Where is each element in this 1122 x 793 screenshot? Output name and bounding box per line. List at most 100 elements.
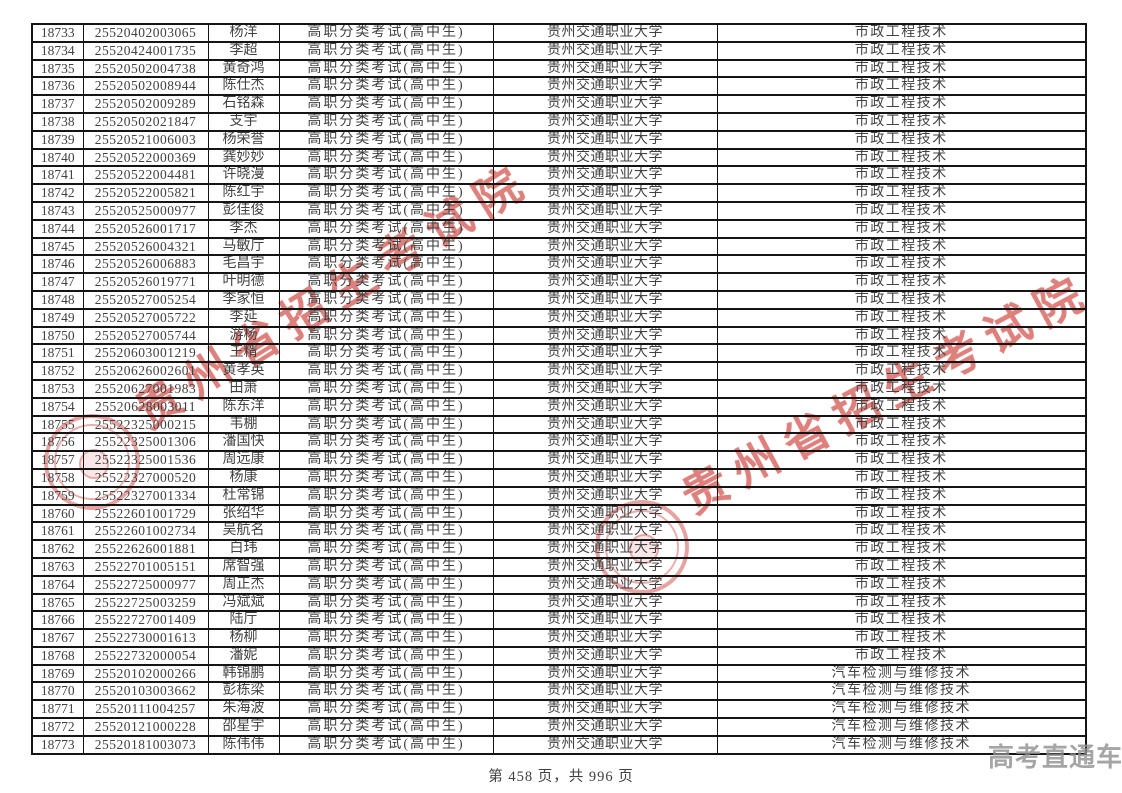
seq-cell: 18734 xyxy=(31,40,84,61)
major-cell: 市政工程技术 xyxy=(716,183,1087,203)
exam-type-cell: 高职分类考试(高中生) xyxy=(278,58,494,79)
exam-type-cell: 高职分类考试(高中生) xyxy=(278,503,494,524)
table-row: 18761 25522601002734 吴航名 高职分类考试(高中生) 贵州交通职业大… xyxy=(31,521,1087,542)
seq-cell: 18738 xyxy=(31,111,84,132)
exam-type-cell: 高职分类考试(高中生) xyxy=(278,556,494,577)
seq-cell: 18759 xyxy=(31,485,84,506)
major-cell: 汽车检测与维修技术 xyxy=(716,699,1087,720)
exam-type-cell: 高职分类考试(高中生) xyxy=(278,40,494,61)
table-row: 18770 25520103003662 彭栋梁 高职分类考试(高中生) 贵州交通职业大… xyxy=(31,681,1087,702)
name-cell: 陈东洋 xyxy=(207,396,280,417)
seq-cell: 18737 xyxy=(31,94,84,114)
college-cell: 贵州交通职业大学 xyxy=(492,165,718,186)
name-cell: 陈红宇 xyxy=(207,183,280,203)
college-cell: 贵州交通职业大学 xyxy=(492,183,718,203)
exam-type-cell: 高职分类考试(高中生) xyxy=(278,111,494,132)
major-cell: 市政工程技术 xyxy=(716,307,1087,328)
name-cell: 朱海波 xyxy=(207,699,280,720)
seq-cell: 18768 xyxy=(31,645,84,666)
name-cell: 冯斌斌 xyxy=(207,592,280,613)
table-row: 18753 25520627001983 田萧 高职分类考试(高中生) 贵州交通职业大学… xyxy=(31,378,1087,399)
college-cell: 贵州交通职业大学 xyxy=(492,147,718,168)
college-cell: 贵州交通职业大学 xyxy=(492,218,718,239)
exam-type-cell: 高职分类考试(高中生) xyxy=(278,717,494,737)
college-cell: 贵州交通职业大学 xyxy=(492,236,718,257)
major-cell: 汽车检测与维修技术 xyxy=(716,734,1087,755)
table-row: 18769 25520102000266 韩锦鹏 高职分类考试(高中生) 贵州交通职业大… xyxy=(31,663,1087,684)
table-row: 18744 25520526001717 李杰 高职分类考试(高中生) 贵州交通职业大学… xyxy=(31,218,1087,239)
table-row: 18746 25520526006883 毛昌宇 高职分类考试(高中生) 贵州交通职业大… xyxy=(31,254,1087,275)
exam-type-cell: 高职分类考试(高中生) xyxy=(278,681,494,702)
major-cell: 市政工程技术 xyxy=(716,76,1087,97)
seq-cell: 18771 xyxy=(31,699,84,720)
candidate-no-cell: 25520522004481 xyxy=(82,165,209,186)
college-cell: 贵州交通职业大学 xyxy=(492,94,718,114)
candidate-no-cell: 25520424001735 xyxy=(82,40,209,61)
college-cell: 贵州交通职业大学 xyxy=(492,76,718,97)
major-cell: 市政工程技术 xyxy=(716,503,1087,524)
candidate-no-cell: 25520526001717 xyxy=(82,218,209,239)
major-cell: 市政工程技术 xyxy=(716,165,1087,186)
seq-cell: 18757 xyxy=(31,450,84,470)
name-cell: 李延 xyxy=(207,307,280,328)
seq-cell: 18756 xyxy=(31,432,84,453)
college-cell: 贵州交通职业大学 xyxy=(492,592,718,613)
college-cell: 贵州交通职业大学 xyxy=(492,663,718,684)
table-row: 18752 25520626002601 黄孝英 高职分类考试(高中生) 贵州交通职业大… xyxy=(31,361,1087,381)
exam-type-cell: 高职分类考试(高中生) xyxy=(278,218,494,239)
table-row: 18735 25520502004738 黄奇鸿 高职分类考试(高中生) 贵州交通职业大… xyxy=(31,58,1087,79)
college-cell: 贵州交通职业大学 xyxy=(492,129,718,150)
table-row: 18743 25520525000977 彭佳俊 高职分类考试(高中生) 贵州交通职业大… xyxy=(31,200,1087,221)
exam-type-cell: 高职分类考试(高中生) xyxy=(278,450,494,470)
seq-cell: 18746 xyxy=(31,254,84,275)
college-cell: 贵州交通职业大学 xyxy=(492,23,718,43)
college-cell: 贵州交通职业大学 xyxy=(492,58,718,79)
seq-cell: 18766 xyxy=(31,610,84,631)
candidate-no-cell: 25520628003011 xyxy=(82,396,209,417)
seq-cell: 18743 xyxy=(31,200,84,221)
exam-type-cell: 高职分类考试(高中生) xyxy=(278,396,494,417)
candidate-no-cell: 25520502009289 xyxy=(82,94,209,114)
exam-type-cell: 高职分类考试(高中生) xyxy=(278,165,494,186)
major-cell: 市政工程技术 xyxy=(716,592,1087,613)
exam-type-cell: 高职分类考试(高中生) xyxy=(278,432,494,453)
college-cell: 贵州交通职业大学 xyxy=(492,414,718,435)
exam-type-cell: 高职分类考试(高中生) xyxy=(278,663,494,684)
major-cell: 市政工程技术 xyxy=(716,94,1087,114)
name-cell: 王糈 xyxy=(207,343,280,364)
major-cell: 汽车检测与维修技术 xyxy=(716,663,1087,684)
major-cell: 市政工程技术 xyxy=(716,450,1087,470)
name-cell: 陆厅 xyxy=(207,610,280,631)
name-cell: 李超 xyxy=(207,40,280,61)
college-cell: 贵州交通职业大学 xyxy=(492,40,718,61)
table-row: 18768 25522732000054 潘妮 高职分类考试(高中生) 贵州交通职业大学… xyxy=(31,645,1087,666)
exam-type-cell: 高职分类考试(高中生) xyxy=(278,236,494,257)
seq-cell: 18749 xyxy=(31,307,84,328)
college-cell: 贵州交通职业大学 xyxy=(492,485,718,506)
table-row: 18765 25522725003259 冯斌斌 高职分类考试(高中生) 贵州交通职业大… xyxy=(31,592,1087,613)
seq-cell: 18760 xyxy=(31,503,84,524)
name-cell: 毛昌宇 xyxy=(207,254,280,275)
name-cell: 邵星宇 xyxy=(207,717,280,737)
name-cell: 周远康 xyxy=(207,450,280,470)
name-cell: 潘妮 xyxy=(207,645,280,666)
seq-cell: 18754 xyxy=(31,396,84,417)
table-row: 18733 25520402003065 杨洋 高职分类考试(高中生) 贵州交通职业大学… xyxy=(31,23,1087,43)
seq-cell: 18741 xyxy=(31,165,84,186)
candidate-no-cell: 25520102000266 xyxy=(82,663,209,684)
major-cell: 市政工程技术 xyxy=(716,200,1087,221)
major-cell: 市政工程技术 xyxy=(716,432,1087,453)
name-cell: 杨柳 xyxy=(207,628,280,648)
candidate-no-cell: 25522727001409 xyxy=(82,610,209,631)
exam-type-cell: 高职分类考试(高中生) xyxy=(278,628,494,648)
name-cell: 白玮 xyxy=(207,539,280,559)
name-cell: 叶明德 xyxy=(207,272,280,292)
name-cell: 李杰 xyxy=(207,218,280,239)
major-cell: 市政工程技术 xyxy=(716,58,1087,79)
table-row: 18751 25520603001219 王糈 高职分类考试(高中生) 贵州交通职业大学… xyxy=(31,343,1087,364)
candidate-no-cell: 25522626001881 xyxy=(82,539,209,559)
college-cell: 贵州交通职业大学 xyxy=(492,200,718,221)
name-cell: 彭佳俊 xyxy=(207,200,280,221)
seq-cell: 18765 xyxy=(31,592,84,613)
